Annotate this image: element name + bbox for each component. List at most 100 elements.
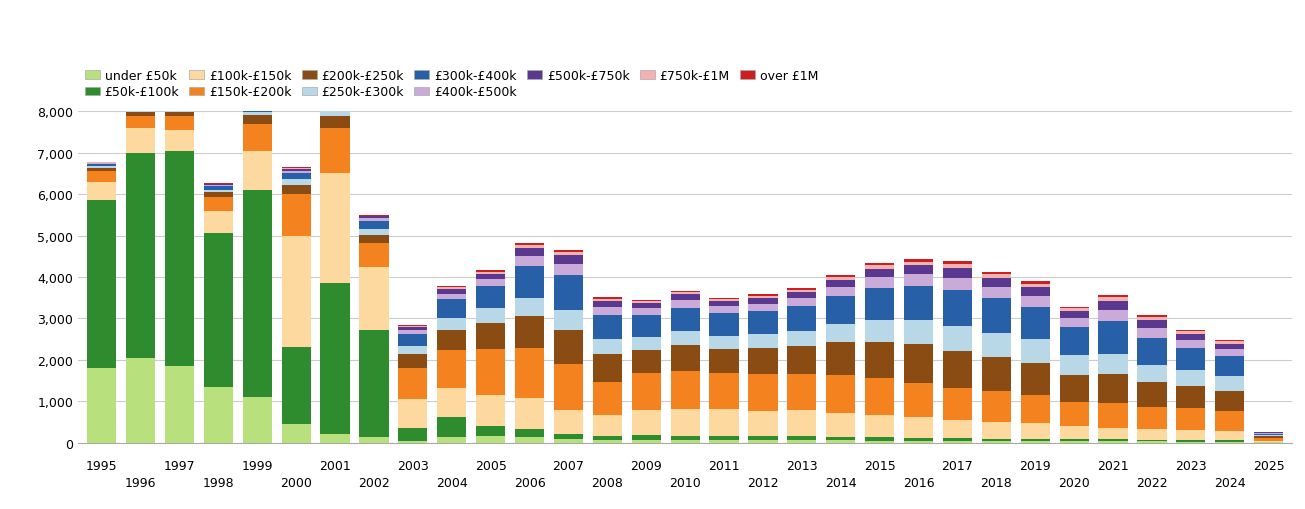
- Bar: [398, 330, 428, 334]
- Text: 2011: 2011: [709, 460, 740, 472]
- Bar: [164, 151, 194, 366]
- Bar: [671, 331, 699, 345]
- Bar: [398, 328, 428, 330]
- Bar: [1099, 298, 1128, 301]
- Text: 2018: 2018: [980, 476, 1013, 489]
- Bar: [592, 436, 622, 440]
- Bar: [127, 153, 155, 358]
- Bar: [359, 219, 389, 221]
- Bar: [904, 262, 933, 266]
- Bar: [164, 117, 194, 131]
- Bar: [1060, 319, 1088, 328]
- Bar: [1099, 296, 1128, 298]
- Bar: [87, 369, 116, 443]
- Bar: [282, 348, 311, 424]
- Bar: [204, 190, 232, 193]
- Bar: [243, 398, 271, 443]
- Bar: [553, 410, 583, 435]
- Bar: [1138, 318, 1167, 321]
- Bar: [1176, 334, 1206, 341]
- Bar: [1138, 365, 1167, 383]
- Bar: [671, 308, 699, 331]
- Text: 2015: 2015: [864, 460, 895, 472]
- Bar: [904, 417, 933, 438]
- Bar: [359, 221, 389, 230]
- Bar: [553, 256, 583, 265]
- Bar: [981, 278, 1011, 287]
- Bar: [1254, 434, 1283, 435]
- Bar: [710, 307, 739, 314]
- Bar: [1021, 363, 1049, 395]
- Bar: [981, 274, 1011, 278]
- Text: 1998: 1998: [202, 476, 234, 489]
- Bar: [1021, 395, 1049, 423]
- Text: 2008: 2008: [591, 476, 624, 489]
- Bar: [981, 299, 1011, 333]
- Bar: [553, 364, 583, 410]
- Bar: [282, 168, 311, 169]
- Text: 2025: 2025: [1253, 460, 1284, 472]
- Bar: [127, 106, 155, 107]
- Bar: [826, 375, 855, 413]
- Bar: [204, 186, 232, 187]
- Bar: [515, 316, 544, 349]
- Text: 2020: 2020: [1058, 476, 1090, 489]
- Bar: [1060, 312, 1088, 319]
- Bar: [942, 420, 972, 438]
- Bar: [981, 441, 1011, 443]
- Bar: [748, 441, 778, 443]
- Bar: [515, 429, 544, 437]
- Bar: [632, 309, 660, 316]
- Bar: [1138, 430, 1167, 440]
- Bar: [87, 166, 116, 168]
- Bar: [904, 266, 933, 275]
- Text: 2024: 2024: [1214, 476, 1245, 489]
- Bar: [826, 437, 855, 441]
- Bar: [398, 334, 428, 347]
- Bar: [710, 298, 739, 299]
- Bar: [710, 436, 739, 440]
- Bar: [787, 306, 817, 331]
- Bar: [87, 168, 116, 172]
- Bar: [904, 260, 933, 262]
- Bar: [1099, 428, 1128, 439]
- Bar: [826, 297, 855, 325]
- Bar: [942, 268, 972, 278]
- Bar: [981, 391, 1011, 422]
- Bar: [1060, 355, 1088, 375]
- Bar: [1215, 377, 1244, 391]
- Bar: [1060, 309, 1088, 312]
- Bar: [1060, 307, 1088, 309]
- Bar: [321, 108, 350, 117]
- Bar: [1176, 332, 1206, 334]
- Bar: [865, 415, 894, 437]
- Bar: [1021, 423, 1049, 439]
- Bar: [632, 411, 660, 435]
- Bar: [748, 411, 778, 436]
- Bar: [1215, 432, 1244, 441]
- Bar: [515, 248, 544, 257]
- Bar: [515, 245, 544, 248]
- Bar: [359, 244, 389, 268]
- Bar: [1254, 435, 1283, 437]
- Bar: [87, 164, 116, 166]
- Bar: [787, 436, 817, 440]
- Text: 2006: 2006: [514, 476, 545, 489]
- Bar: [204, 185, 232, 186]
- Bar: [787, 298, 817, 306]
- Bar: [282, 236, 311, 348]
- Bar: [865, 288, 894, 321]
- Bar: [592, 299, 622, 301]
- Bar: [942, 438, 972, 441]
- Bar: [476, 395, 505, 426]
- Bar: [553, 250, 583, 252]
- Bar: [437, 288, 466, 290]
- Bar: [592, 301, 622, 307]
- Bar: [748, 375, 778, 411]
- Bar: [1060, 328, 1088, 355]
- Text: 2017: 2017: [941, 460, 974, 472]
- Text: 1999: 1999: [241, 460, 273, 472]
- Bar: [437, 437, 466, 443]
- Bar: [437, 388, 466, 417]
- Bar: [826, 288, 855, 297]
